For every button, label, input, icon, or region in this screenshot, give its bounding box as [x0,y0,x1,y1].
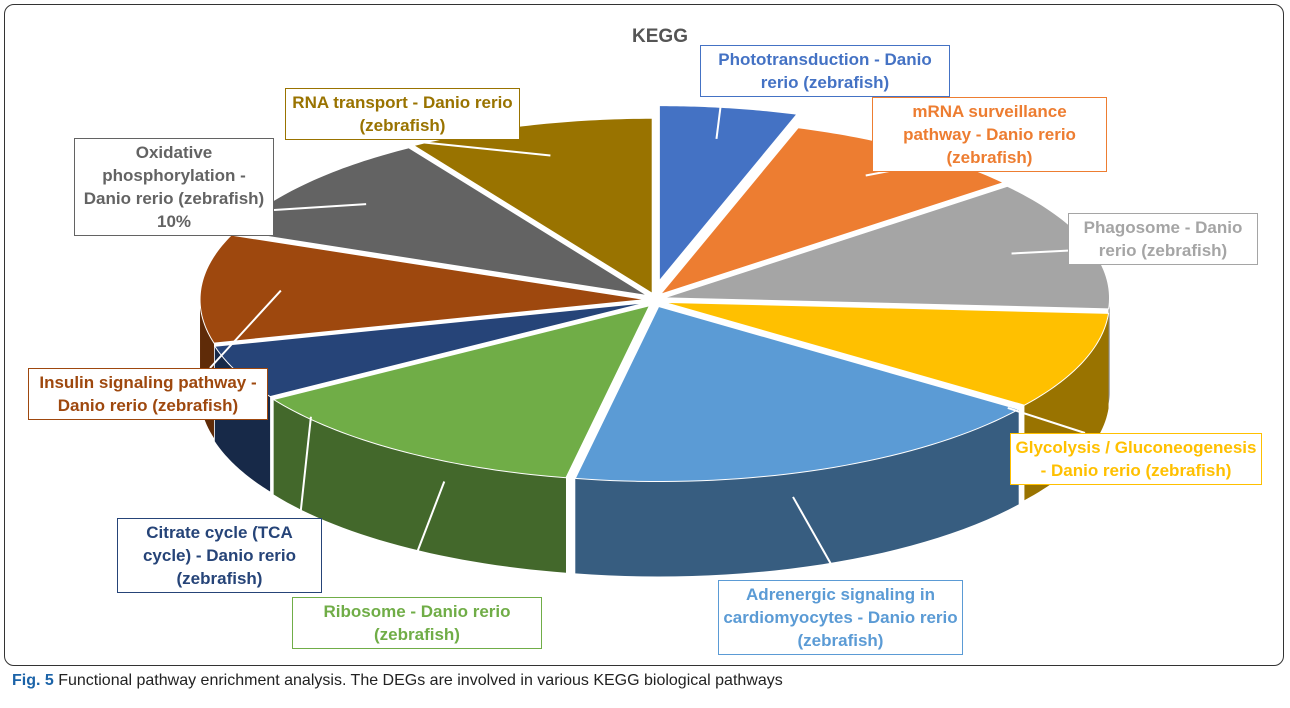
category-label: Ribosome - Danio rerio (zebrafish) [323,602,511,644]
slice-side [273,399,566,573]
category-label: Adrenergic signaling in cardiomyocytes -… [723,585,958,650]
slice [574,305,1021,483]
slice-label: Citrate cycle (TCA cycle) - Danio rerio … [117,518,322,593]
slice-side [1108,297,1110,404]
slice-side [575,409,1019,577]
category-label: Oxidative phosphorylation - Danio rerio … [83,143,265,208]
slice-label: Glycolysis / Gluconeogenesis - Danio rer… [1010,433,1262,485]
leader-line [209,289,282,369]
leader-line [399,481,446,598]
slice-label: Adrenergic signaling in cardiomyocytes -… [718,580,963,655]
caption-label: Fig. 5 [12,672,54,689]
category-label: Phagosome - Danio rerio (zebrafish) [1083,218,1243,260]
slice [272,305,651,479]
chart-title: KEGG [632,26,688,47]
slice-label: Phagosome - Danio rerio (zebrafish) [1068,213,1258,265]
slice-label: RNA transport - Danio rerio (zebrafish) [285,88,520,140]
slice-label: Insulin signaling pathway - Danio rerio … [28,368,268,420]
category-label: mRNA surveillance pathway - Danio rerio … [903,102,1076,167]
category-label: RNA transport - Danio rerio (zebrafish) [292,93,513,135]
value-label: 10% [156,212,192,231]
leader-line [1007,407,1086,434]
slice-label: Ribosome - Danio rerio (zebrafish) [292,597,542,649]
caption: Fig. 5 Functional pathway enrichment ana… [12,672,783,690]
slice [664,301,1110,406]
slice-label: Phototransduction - Danio rerio (zebrafi… [700,45,950,97]
slice [658,105,798,283]
slice-label: Oxidative phosphorylation - Danio rerio … [74,138,274,236]
leader-line [299,416,312,519]
leader-line [715,94,723,140]
category-label: Glycolysis / Gluconeogenesis - Danio rer… [1015,438,1257,480]
category-label: Citrate cycle (TCA cycle) - Danio rerio … [142,523,297,588]
caption-text: Functional pathway enrichment analysis. … [58,672,783,689]
slice [199,234,646,344]
frame [4,4,1284,666]
leader-line [792,496,841,581]
leader-line [399,139,551,157]
slice-label: mRNA surveillance pathway - Danio rerio … [872,97,1107,172]
category-label: Insulin signaling pathway - Danio rerio … [39,373,257,415]
leader-line [273,203,367,211]
category-label: Phototransduction - Danio rerio (zebrafi… [718,50,932,92]
